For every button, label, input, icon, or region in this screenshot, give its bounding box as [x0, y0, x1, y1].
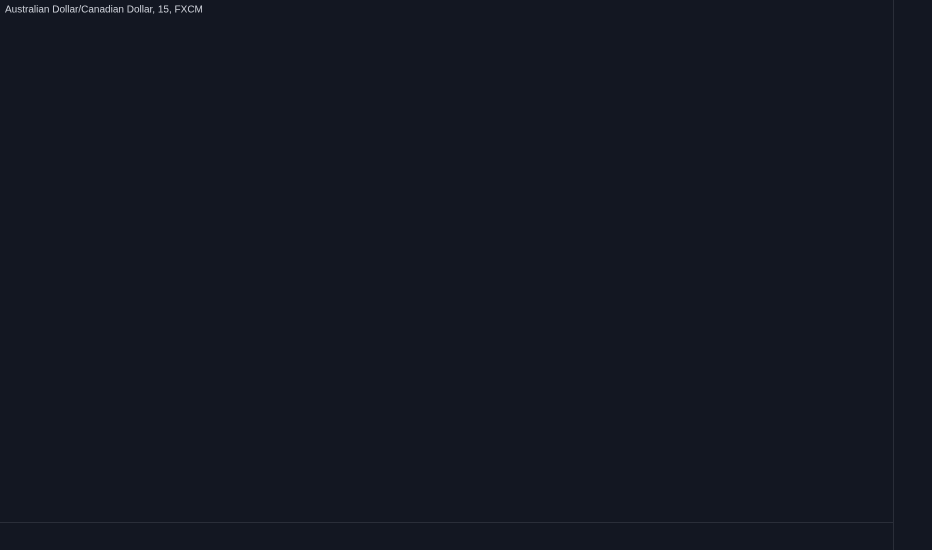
chart-title: Australian Dollar/Canadian Dollar, 15, F… [5, 5, 203, 16]
